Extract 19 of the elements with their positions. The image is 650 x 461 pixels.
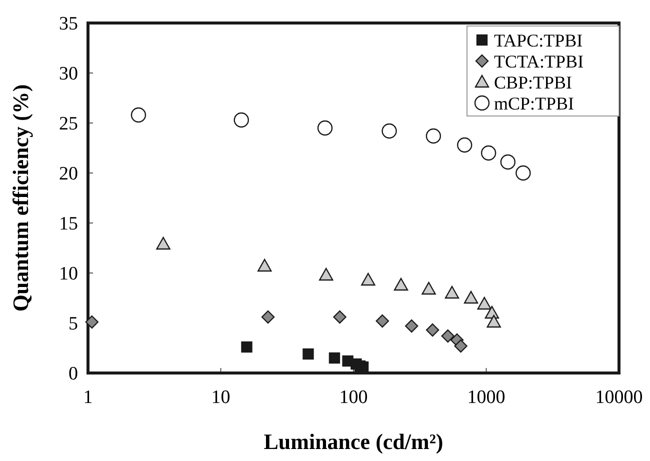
y-tick-label: 15 <box>59 214 78 235</box>
x-tick-label: 1 <box>83 387 93 408</box>
x-tick-label: 1000 <box>467 387 506 408</box>
legend-label: mCP:TPBI <box>494 93 574 114</box>
y-axis-title: Quantum efficiency (%) <box>8 84 33 312</box>
y-tick-label: 25 <box>59 114 78 135</box>
y-tick-label: 30 <box>59 64 78 85</box>
x-tick-label: 10 <box>211 387 230 408</box>
y-tick-label: 20 <box>59 164 78 185</box>
y-tick-label: 5 <box>68 314 78 335</box>
legend-label: TAPC:TPBI <box>494 30 583 50</box>
y-tick-label: 10 <box>59 264 78 285</box>
y-tick-label: 35 <box>59 14 78 35</box>
legend-label: TCTA:TPBI <box>494 51 584 72</box>
x-tick-label: 10000 <box>595 387 643 408</box>
legend-label: CBP:TPBI <box>494 72 572 92</box>
x-tick-label: 100 <box>339 387 368 408</box>
x-axis-title: Luminance (cd/m²) <box>264 429 444 454</box>
y-tick-label: 0 <box>68 364 78 385</box>
